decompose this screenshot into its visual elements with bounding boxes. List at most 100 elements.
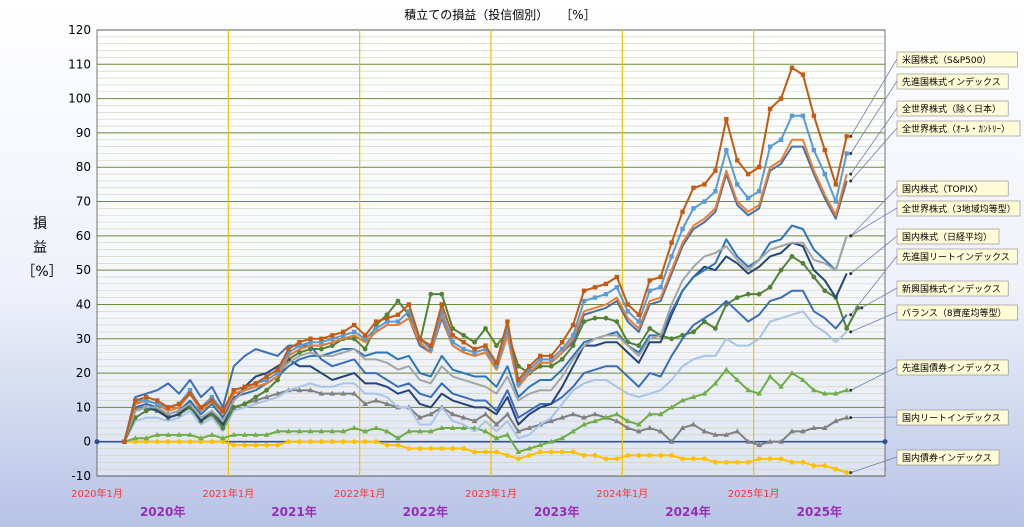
data-point: [428, 291, 434, 297]
data-point: [417, 414, 423, 420]
data-point: [614, 319, 620, 325]
data-point: [646, 411, 653, 417]
data-point: [559, 346, 565, 352]
data-point: [494, 364, 499, 369]
legend-box: [896, 228, 1000, 245]
data-point: [274, 428, 281, 434]
data-point: [143, 408, 149, 414]
leader-line: [861, 287, 898, 309]
data-point: [526, 453, 532, 458]
data-point: [822, 288, 828, 294]
data-point: [154, 401, 160, 407]
data-point: [800, 376, 806, 382]
data-point: [680, 226, 685, 232]
x-tick-label: 2024年1月: [596, 487, 648, 500]
data-point: [165, 405, 171, 410]
data-point: [318, 346, 324, 352]
data-point: [570, 322, 576, 328]
data-point: [351, 329, 357, 335]
legend-box: [896, 51, 1018, 68]
data-point: [724, 117, 729, 122]
series-line: [123, 138, 848, 442]
data-point: [362, 400, 368, 406]
data-point: [559, 435, 565, 441]
data-point: [811, 113, 817, 118]
leader-line: [850, 207, 898, 237]
legend-label: 先進国リートインデックス: [902, 251, 1010, 263]
legend-label: 先進国債券インデックス: [902, 362, 1001, 374]
data-point: [296, 387, 303, 393]
data-point: [307, 428, 314, 434]
data-point: [745, 195, 751, 201]
data-point: [307, 387, 314, 393]
series-line: [123, 224, 848, 442]
year-label: 2021年: [271, 504, 316, 519]
data-point: [165, 431, 171, 437]
y-tick-label: 20: [76, 366, 91, 380]
data-point: [745, 387, 751, 393]
data-point: [340, 439, 346, 445]
data-point: [778, 96, 784, 101]
y-tick-label: 50: [76, 263, 91, 277]
legend-label: 国内株式（TOPIX）: [902, 183, 983, 195]
data-point: [428, 446, 434, 451]
data-point: [592, 418, 598, 424]
data-point: [756, 456, 762, 462]
data-point: [756, 165, 762, 170]
data-point: [187, 391, 193, 396]
data-point: [800, 72, 806, 77]
data-point: [669, 336, 674, 342]
data-point: [417, 428, 423, 434]
data-point: [756, 291, 762, 297]
data-point: [285, 428, 292, 434]
data-point: [800, 260, 806, 266]
data-point: [669, 254, 674, 259]
data-point: [603, 456, 609, 462]
data-point: [341, 329, 346, 335]
data-point: [329, 390, 336, 396]
leader-line: [850, 58, 898, 137]
data-point: [154, 439, 160, 445]
data-point: [362, 346, 368, 352]
data-point: [822, 424, 828, 430]
data-point: [734, 376, 741, 382]
data-point: [362, 439, 368, 445]
data-point: [548, 357, 554, 362]
data-point: [275, 442, 280, 448]
data-point: [275, 370, 280, 376]
data-point: [395, 312, 401, 317]
data-point: [220, 408, 226, 414]
data-point: [767, 284, 773, 290]
leader-line: [850, 235, 898, 274]
data-point: [187, 388, 193, 393]
data-point: [570, 449, 576, 455]
leader-dot: [849, 172, 853, 176]
data-point: [537, 442, 544, 448]
data-point: [800, 459, 806, 465]
data-point: [505, 326, 510, 331]
data-point: [658, 453, 664, 458]
data-point: [680, 209, 685, 215]
data-point: [789, 428, 795, 434]
data-point: [297, 350, 302, 355]
data-point: [362, 333, 368, 338]
data-point: [767, 106, 773, 112]
data-point: [822, 463, 828, 469]
data-point: [527, 367, 532, 372]
data-point: [614, 274, 620, 280]
data-point: [844, 326, 850, 331]
y-tick-label: 90: [76, 126, 91, 140]
data-point: [450, 446, 456, 451]
data-point: [308, 336, 313, 341]
leader-line: [850, 80, 898, 154]
y-tick-label: 100: [68, 92, 91, 106]
data-point: [745, 291, 751, 297]
data-point: [143, 439, 149, 445]
leader-line: [850, 107, 898, 175]
data-point: [252, 397, 259, 403]
leader-line: [850, 366, 898, 391]
data-point: [439, 309, 444, 314]
data-point: [735, 182, 740, 187]
legend-box: [896, 120, 1021, 137]
